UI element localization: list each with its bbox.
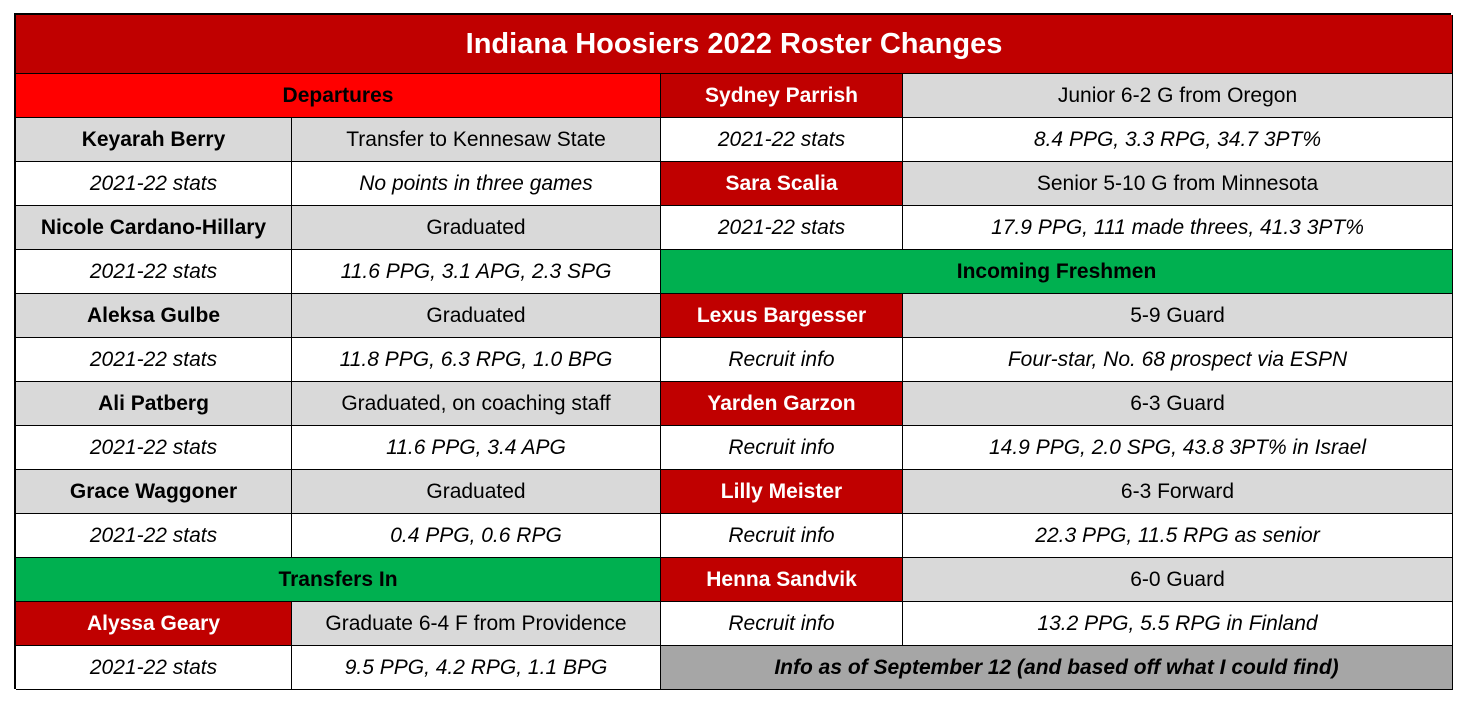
player-stats: 9.5 PPG, 4.2 RPG, 1.1 BPG xyxy=(292,646,661,690)
departures-header: Departures xyxy=(16,74,661,118)
player-name: Grace Waggoner xyxy=(16,470,292,514)
player-status: Transfer to Kennesaw State xyxy=(292,118,661,162)
player-info: 6-0 Guard xyxy=(903,558,1453,602)
player-stats: 13.2 PPG, 5.5 RPG in Finland xyxy=(903,602,1453,646)
transfers-in-header: Transfers In xyxy=(16,558,661,602)
player-status: Graduated xyxy=(292,470,661,514)
player-stats: 0.4 PPG, 0.6 RPG xyxy=(292,514,661,558)
player-name: Aleksa Gulbe xyxy=(16,294,292,338)
player-stats: 11.6 PPG, 3.4 APG xyxy=(292,426,661,470)
stats-label: Recruit info xyxy=(661,514,903,558)
freshmen-header: Incoming Freshmen xyxy=(661,250,1453,294)
player-name: Henna Sandvik xyxy=(661,558,903,602)
stats-label: Recruit info xyxy=(661,338,903,382)
player-info: Graduate 6-4 F from Providence xyxy=(292,602,661,646)
player-stats: 17.9 PPG, 111 made threes, 41.3 3PT% xyxy=(903,206,1453,250)
stats-label: 2021-22 stats xyxy=(661,118,903,162)
player-name: Keyarah Berry xyxy=(16,118,292,162)
player-name: Ali Patberg xyxy=(16,382,292,426)
stats-label: Recruit info xyxy=(661,602,903,646)
player-info: Senior 5-10 G from Minnesota xyxy=(903,162,1453,206)
stats-label: 2021-22 stats xyxy=(16,162,292,206)
footnote: Info as of September 12 (and based off w… xyxy=(661,646,1453,690)
player-name: Alyssa Geary xyxy=(16,602,292,646)
stats-label: 2021-22 stats xyxy=(16,250,292,294)
player-name: Yarden Garzon xyxy=(661,382,903,426)
stats-label: 2021-22 stats xyxy=(16,426,292,470)
table-title: Indiana Hoosiers 2022 Roster Changes xyxy=(16,15,1453,74)
player-info: 6-3 Guard xyxy=(903,382,1453,426)
stats-label: 2021-22 stats xyxy=(16,646,292,690)
roster-table: Indiana Hoosiers 2022 Roster Changes Dep… xyxy=(14,13,1453,690)
stats-label: Recruit info xyxy=(661,426,903,470)
player-name: Lilly Meister xyxy=(661,470,903,514)
player-stats: 14.9 PPG, 2.0 SPG, 43.8 3PT% in Israel xyxy=(903,426,1453,470)
player-stats: 11.6 PPG, 3.1 APG, 2.3 SPG xyxy=(292,250,661,294)
player-name: Sydney Parrish xyxy=(661,74,903,118)
player-info: 6-3 Forward xyxy=(903,470,1453,514)
player-info: Junior 6-2 G from Oregon xyxy=(903,74,1453,118)
player-stats: 11.8 PPG, 6.3 RPG, 1.0 BPG xyxy=(292,338,661,382)
player-stats: 8.4 PPG, 3.3 RPG, 34.7 3PT% xyxy=(903,118,1453,162)
player-status: Graduated xyxy=(292,206,661,250)
player-name: Lexus Bargesser xyxy=(661,294,903,338)
player-name: Sara Scalia xyxy=(661,162,903,206)
player-stats: No points in three games xyxy=(292,162,661,206)
player-name: Nicole Cardano-Hillary xyxy=(16,206,292,250)
player-status: Graduated xyxy=(292,294,661,338)
player-info: 5-9 Guard xyxy=(903,294,1453,338)
stats-label: 2021-22 stats xyxy=(16,514,292,558)
player-stats: Four-star, No. 68 prospect via ESPN xyxy=(903,338,1453,382)
player-status: Graduated, on coaching staff xyxy=(292,382,661,426)
player-stats: 22.3 PPG, 11.5 RPG as senior xyxy=(903,514,1453,558)
stats-label: 2021-22 stats xyxy=(16,338,292,382)
stats-label: 2021-22 stats xyxy=(661,206,903,250)
